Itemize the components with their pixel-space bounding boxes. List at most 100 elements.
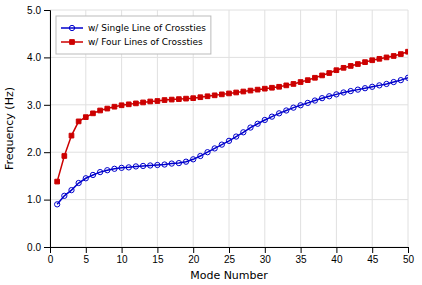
point (76, 119, 81, 124)
point (198, 153, 203, 158)
point (276, 111, 281, 116)
point (269, 114, 274, 119)
tick-label: 5.0 (27, 5, 41, 16)
tick: 50 (403, 247, 415, 265)
point (248, 125, 253, 130)
point (62, 154, 67, 159)
point (334, 68, 339, 73)
point (69, 187, 74, 192)
point (391, 54, 396, 59)
point (312, 98, 317, 103)
point (305, 78, 310, 83)
tick: 0.0 (27, 242, 50, 253)
point (319, 96, 324, 101)
point (320, 73, 325, 78)
point (391, 79, 396, 84)
point (91, 111, 96, 116)
tick: 45 (367, 247, 379, 265)
y-axis-title: Frequency (Hz) (3, 87, 16, 170)
tick-mark (301, 247, 302, 253)
point (370, 58, 375, 63)
tick: 3.0 (27, 100, 50, 111)
tick-mark (44, 152, 50, 153)
point (97, 169, 102, 174)
tick-mark (44, 10, 50, 11)
point (262, 86, 267, 91)
point (184, 96, 189, 101)
x-axis-title: Mode Number (190, 269, 268, 282)
point (305, 100, 310, 105)
point (241, 130, 246, 135)
legend-marker (70, 40, 75, 45)
series (55, 75, 408, 207)
legend-box (56, 16, 211, 54)
point (226, 138, 231, 143)
point (140, 163, 145, 168)
point (355, 87, 360, 92)
tick: 4.0 (27, 52, 50, 63)
point (126, 102, 131, 107)
point (284, 83, 289, 88)
point (298, 103, 303, 108)
point (83, 176, 88, 181)
point (191, 157, 196, 162)
series-line (57, 78, 408, 205)
point (377, 56, 382, 61)
point (198, 95, 203, 100)
tick-label: 20 (188, 254, 200, 265)
point (384, 81, 389, 86)
tick-mark (157, 247, 158, 253)
axis-line (44, 11, 51, 248)
chart: 051015202530354045500.01.02.03.04.05.0w/… (0, 0, 422, 285)
tick-mark (86, 247, 87, 253)
point (398, 78, 403, 83)
point (98, 108, 103, 113)
point (141, 100, 146, 105)
point (205, 94, 210, 99)
tick: 10 (117, 247, 129, 265)
point (406, 49, 408, 54)
point (363, 60, 368, 65)
point (177, 97, 182, 102)
point (241, 89, 246, 94)
tick: 25 (224, 247, 236, 265)
point (205, 150, 210, 155)
tick-label: 0 (48, 254, 54, 265)
tick: 2.0 (27, 147, 50, 158)
point (148, 99, 153, 104)
tick: 15 (152, 247, 164, 265)
series (55, 49, 408, 184)
legend-label: w/ Four Lines of Crossties (88, 37, 203, 47)
grid-line-x (300, 10, 301, 247)
point (219, 142, 224, 147)
tick: 1.0 (27, 194, 50, 205)
point (62, 193, 67, 198)
point (356, 62, 361, 67)
point (298, 80, 303, 85)
point (341, 90, 346, 95)
tick-mark (229, 247, 230, 253)
point (162, 98, 167, 103)
point (234, 90, 239, 95)
y-axis: 0.0 1.0 2.0 3.0 4.0 5.0 (27, 5, 50, 253)
legend-label: w/ Single Line of Crossties (88, 23, 206, 33)
point (334, 92, 339, 97)
tick-label: 10 (117, 254, 129, 265)
grid-line-x (229, 10, 230, 247)
tick-label: 0.0 (27, 242, 41, 253)
tick: 20 (188, 247, 200, 265)
point (377, 83, 382, 88)
grid-line-x (372, 10, 373, 247)
point (212, 93, 217, 98)
point (126, 165, 131, 170)
grid-line-x (264, 10, 265, 247)
tick-label: 35 (296, 254, 308, 265)
tick-label: 50 (403, 254, 415, 265)
point (270, 85, 275, 90)
point (191, 96, 196, 101)
grid-line-y (50, 104, 408, 105)
tick-mark (122, 247, 123, 253)
point (148, 163, 153, 168)
point (384, 55, 389, 60)
tick: 5.0 (27, 5, 50, 16)
